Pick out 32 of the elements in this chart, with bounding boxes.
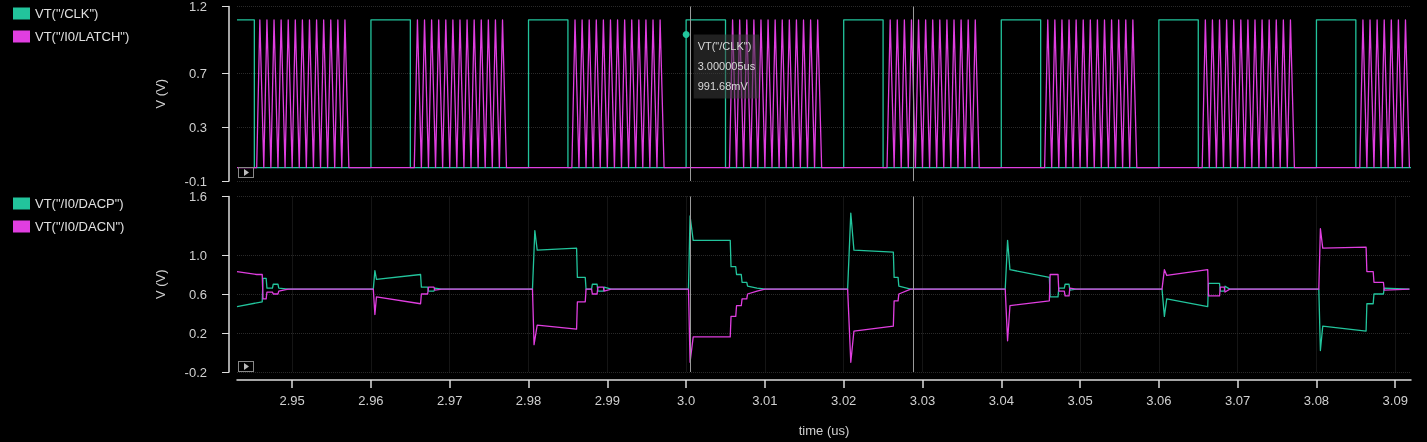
annotation: VT("/CLK") 3.000005us 991.68mV — [697, 40, 756, 93]
x-tick-label: 3.09 — [1382, 393, 1408, 408]
y-tick-label: 0.7 — [188, 66, 207, 82]
x-tick-label: 2.99 — [594, 393, 620, 408]
x-tick-label: 3.04 — [988, 393, 1014, 408]
x-tick-label: 2.96 — [358, 393, 384, 408]
x-tick-label: 3.08 — [1303, 393, 1330, 408]
y-tick-label: 1.0 — [188, 247, 207, 263]
x-tick-label: 2.95 — [279, 393, 305, 408]
y-tick-label: 1.6 — [188, 189, 207, 204]
legend-label: VT("/I0/DACP") — [35, 196, 124, 211]
y-tick-label: 0.6 — [188, 286, 207, 302]
x-tick-label: 3.05 — [1067, 393, 1093, 408]
y-tick-label: 0.3 — [188, 119, 207, 135]
x-tick-label: 2.97 — [437, 393, 463, 408]
x-tick-label: 3.01 — [752, 393, 778, 408]
y-tick-label: -0.1 — [184, 173, 207, 189]
y-tick-label: 0.2 — [188, 325, 207, 341]
x-axis-title: time (us) — [798, 423, 850, 438]
legend-label: VT("/CLK") — [35, 6, 99, 21]
x-tick-label: 3.0 — [677, 393, 696, 408]
x-tick-label: 3.06 — [1146, 393, 1172, 408]
y-axis-title: V (V) — [153, 78, 168, 109]
x-tick-label: 3.03 — [909, 393, 936, 408]
x-tick-label: 2.98 — [515, 393, 542, 408]
legend-label: VT("/I0/LATCH") — [35, 29, 130, 44]
y-tick-label: -0.2 — [184, 364, 207, 380]
y-axis-title: V (V) — [153, 269, 168, 300]
x-tick-label: 3.07 — [1225, 393, 1251, 408]
y-tick-label: 1.2 — [188, 0, 207, 14]
x-tick-label: 3.02 — [831, 393, 857, 408]
legend-label: VT("/I0/DACN") — [35, 219, 125, 234]
